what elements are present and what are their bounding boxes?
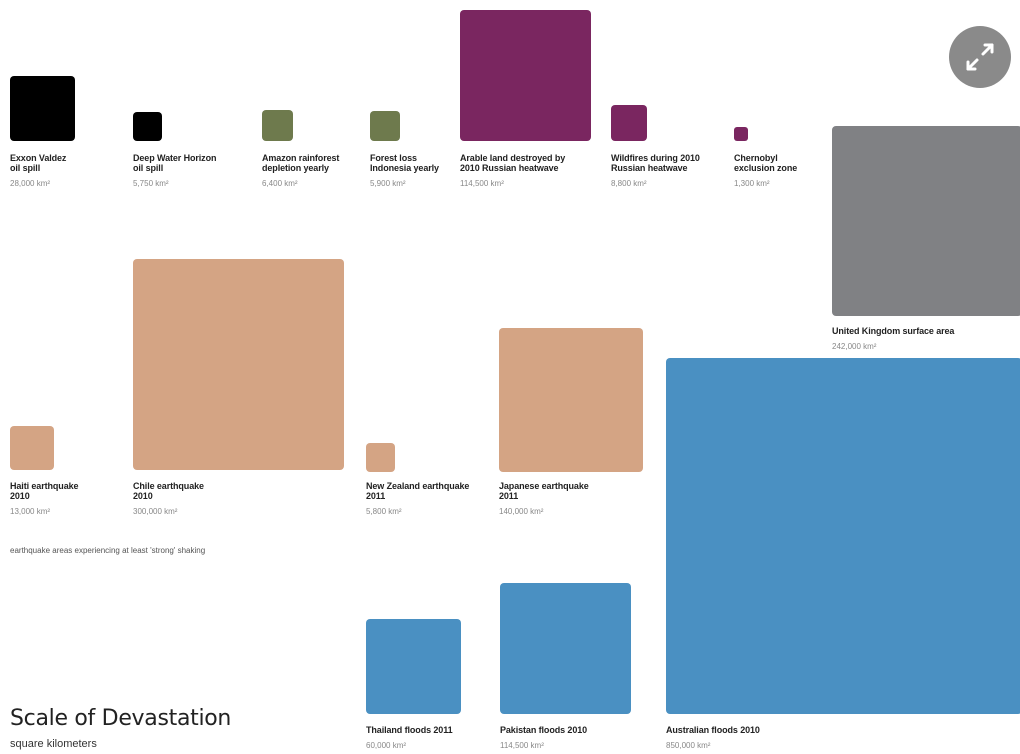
item-value: 242,000 km² [832,342,877,351]
item-value: 6,400 km² [262,179,298,188]
chart-subtitle: square kilometers [10,738,97,750]
item-label: United Kingdom surface area [832,326,955,336]
item-label: Chernobyl exclusion zone [734,153,798,173]
item-label: Deep Water Horizon oil spill [133,153,217,173]
item-label: Australian floods 2010 [666,725,760,735]
area-square [366,619,461,714]
item-value: 140,000 km² [499,507,544,516]
item-value: 114,500 km² [460,179,504,188]
item-value: 300,000 km² [133,507,178,516]
item-label: Exxon Valdez oil spill [10,153,67,173]
chart-title: Scale of Devastation [10,706,232,731]
earthquake-note: earthquake areas experiencing at least '… [10,546,206,555]
item-label: Wildfires during 2010 Russian heatwave [611,153,700,173]
item-value: 850,000 km² [666,741,711,750]
area-square [499,328,643,472]
area-square [366,443,395,472]
item-label: Pakistan floods 2010 [500,725,588,735]
item-label: Arable land destroyed by 2010 Russian he… [460,153,566,173]
item-value: 5,900 km² [370,179,406,188]
area-square [832,126,1020,316]
area-square [10,426,54,470]
expand-button[interactable] [949,26,1011,88]
item-label: Forest loss Indonesia yearly [370,153,439,173]
item-label: Japanese earthquake 2011 [499,481,589,501]
item-label: Amazon rainforest depletion yearly [262,153,340,173]
expand-arrows-icon [966,43,994,71]
area-square [133,112,162,141]
area-square [133,259,344,470]
item-value: 8,800 km² [611,179,647,188]
area-square [370,111,400,141]
item-label: Thailand floods 2011 [366,725,453,735]
area-square [262,110,293,141]
area-square [611,105,647,141]
item-value: 5,750 km² [133,179,169,188]
item-value: 114,500 km² [500,741,544,750]
item-value: 60,000 km² [366,741,407,750]
area-square [666,358,1020,714]
area-square [10,76,75,141]
area-square [734,127,748,141]
area-square [460,10,591,141]
item-label: Chile earthquake 2010 [133,481,204,501]
area-square [500,583,631,714]
item-value: 28,000 km² [10,179,51,188]
item-value: 5,800 km² [366,507,402,516]
item-value: 1,300 km² [734,179,770,188]
item-value: 13,000 km² [10,507,51,516]
item-label: New Zealand earthquake 2011 [366,481,470,501]
item-label: Haiti earthquake 2010 [10,481,79,501]
